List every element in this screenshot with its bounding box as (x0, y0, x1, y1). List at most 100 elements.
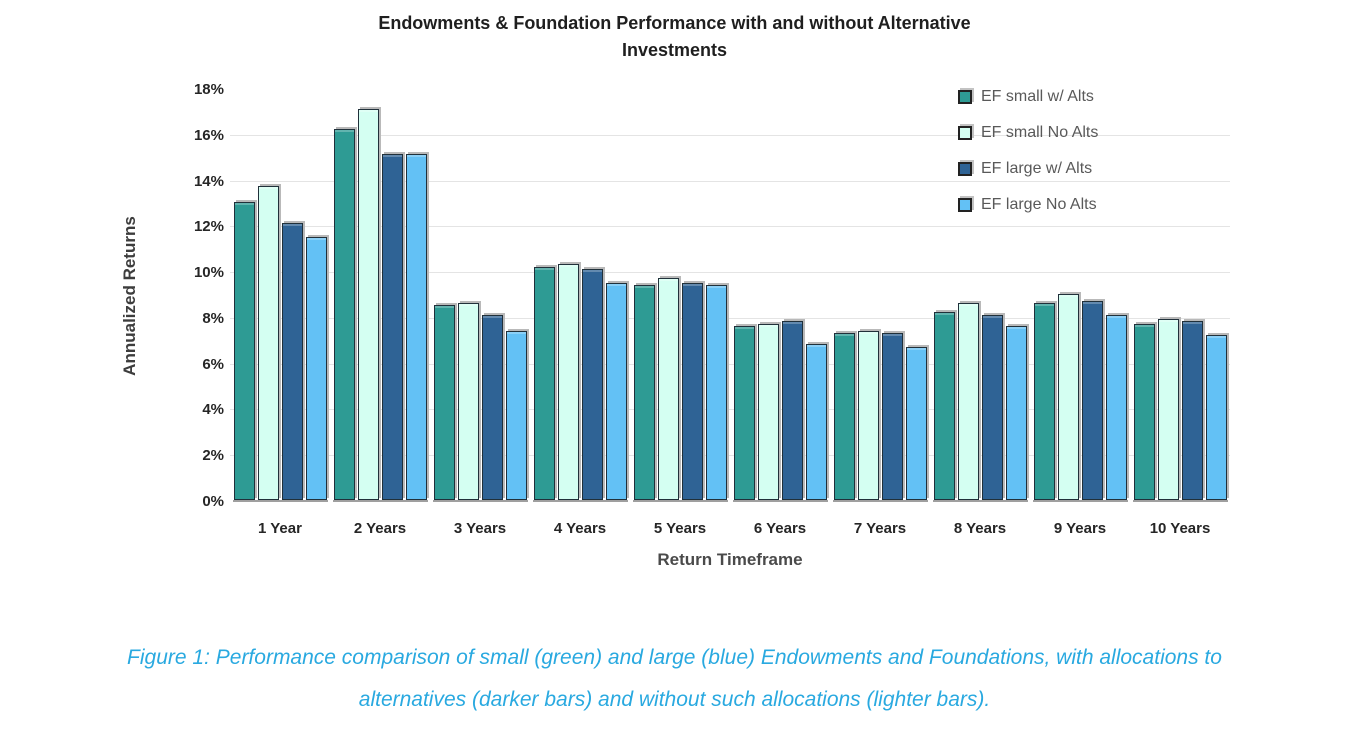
bar (805, 344, 827, 500)
bar (381, 154, 403, 500)
bar (581, 268, 603, 500)
x-axis-tick-label: 5 Years (653, 520, 707, 537)
bar (333, 129, 355, 500)
bar (1205, 335, 1227, 500)
bar-group-slot (530, 90, 630, 502)
bar (833, 332, 855, 500)
bar-group-slot (630, 90, 730, 502)
bar-groups (230, 90, 1230, 502)
bar (281, 223, 303, 500)
bar-group-8-years (932, 303, 1028, 502)
gridline (230, 317, 1230, 319)
x-axis-tick-label: 4 Years (553, 520, 607, 537)
bar (1181, 321, 1203, 500)
bar (733, 326, 755, 500)
x-axis-tick-label: 1 Year (258, 520, 302, 537)
bar (1133, 323, 1155, 500)
legend-item: EF small No Alts (958, 122, 1098, 144)
gridline (230, 180, 1230, 182)
bar-group-slot (830, 90, 930, 502)
bar (633, 284, 655, 500)
bar-group-10-years (1132, 319, 1228, 502)
bar (557, 264, 579, 500)
bar-group-slot (1030, 90, 1130, 502)
x-axis-tick-label: 9 Years (1053, 520, 1107, 537)
bar (657, 277, 679, 500)
gridline (230, 272, 1230, 274)
bar (433, 305, 455, 500)
bar (481, 314, 503, 500)
bar (933, 312, 955, 500)
y-axis-tick-label: 12% (193, 218, 224, 236)
bar (457, 303, 479, 500)
bar-group-slot (930, 90, 1030, 502)
bar-group-4-years (532, 264, 628, 502)
x-axis-tick-label: 10 Years (1149, 520, 1211, 537)
bar-group-1-year (232, 186, 328, 502)
bar (981, 314, 1003, 500)
bar (1033, 303, 1055, 500)
y-axis-tick-label: 0% (202, 493, 224, 510)
bar-group-6-years (732, 321, 828, 502)
bar-group-slot (1130, 90, 1230, 502)
bar (905, 346, 927, 500)
bar-group-3-years (432, 303, 528, 502)
y-axis-tick-label: 18% (193, 81, 224, 98)
y-axis-tick-label: 4% (202, 401, 224, 419)
y-axis-tick-label: 2% (202, 447, 224, 465)
legend-label: EF large w/ Alts (981, 160, 1093, 177)
bar (405, 154, 427, 500)
x-axis-tick-label: 7 Years (853, 520, 907, 537)
bar (757, 323, 779, 500)
bar (857, 330, 879, 500)
x-axis-title: Return Timeframe (657, 550, 803, 569)
legend-item: EF large No Alts (958, 194, 1098, 216)
bar (1057, 294, 1079, 500)
bar-group-slot (730, 90, 830, 502)
legend-swatch-icon (958, 198, 972, 212)
bar (681, 282, 703, 500)
legend-swatch-icon (958, 162, 972, 176)
legend-label: EF small No Alts (981, 124, 1099, 141)
y-axis-tick-label: 6% (202, 355, 224, 373)
chart-title-line1: Endowments & Foundation Performance with… (378, 13, 971, 33)
bar-group-2-years (332, 108, 428, 502)
plot-area (230, 90, 1230, 502)
figure-caption: Figure 1: Performance comparison of smal… (0, 645, 1349, 713)
x-axis-tick-label: 2 Years (353, 520, 407, 537)
bar (881, 332, 903, 500)
bar (357, 108, 379, 500)
bar (1081, 300, 1103, 500)
bar-group-7-years (832, 330, 928, 502)
y-axis-tick-label: 16% (193, 126, 224, 144)
legend-label: EF large No Alts (981, 196, 1097, 213)
legend-swatch-icon (958, 126, 972, 140)
gridline (230, 363, 1230, 365)
gridline (230, 134, 1230, 136)
legend: EF small w/ Alts EF small No Alts EF large… (958, 86, 1098, 216)
y-axis-tick-label: 8% (202, 309, 224, 327)
chart-title: Endowments & Foundation Performance with… (0, 10, 1349, 64)
bar (781, 321, 803, 500)
y-axis-title: Annualized Returns (120, 216, 139, 376)
bar (305, 236, 327, 500)
bar (1005, 326, 1027, 500)
gridline (230, 409, 1230, 411)
legend-item: EF small w/ Alts (958, 86, 1098, 108)
legend-item: EF large w/ Alts (958, 158, 1098, 180)
bar-group-slot (230, 90, 330, 502)
bar-group-5-years (632, 277, 728, 502)
bar (233, 202, 255, 500)
figure-caption-line1: Figure 1: Performance comparison of smal… (127, 646, 1222, 669)
bar (605, 282, 627, 500)
bar (705, 284, 727, 500)
y-axis-tick-label: 10% (193, 264, 224, 282)
y-axis-tick-label: 14% (193, 172, 224, 190)
bar-group-slot (430, 90, 530, 502)
bar-group-9-years (1032, 294, 1128, 502)
bar (1157, 319, 1179, 500)
bar (505, 330, 527, 500)
bar (957, 303, 979, 500)
x-axis-tick-label: 3 Years (453, 520, 507, 537)
x-axis: 1 Year 2 Years 3 Years 4 Years 5 Years 6 Year… (230, 520, 1230, 537)
